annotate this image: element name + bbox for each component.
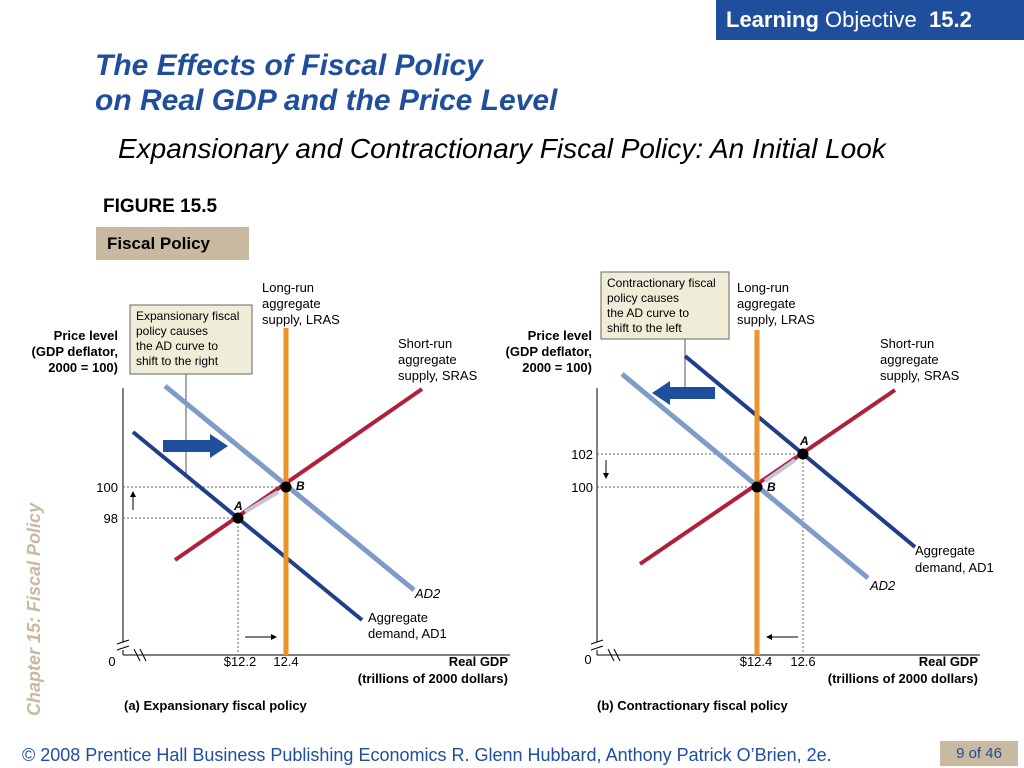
panel-b-ad1-label-1: Aggregate [915, 543, 975, 558]
panel-b-ytick-102: 102 [571, 447, 593, 462]
panel-b-xlabel-1: Real GDP [919, 654, 979, 669]
panel-b-callout-2: policy causes [607, 291, 679, 305]
panel-a-point-a-label: A [233, 499, 243, 513]
panel-a-callout-4: shift to the right [136, 354, 219, 368]
panel-b-callout-1: Contractionary fiscal [607, 276, 716, 290]
panel-b-ytick-100: 100 [571, 480, 593, 495]
panel-a-equilibrium-arrow [243, 490, 280, 514]
footer-copyright: © 2008 Prentice Hall Business Publishing… [22, 745, 832, 765]
panel-b-xlabel-2: (trillions of 2000 dollars) [828, 671, 978, 686]
panel-b-sras-label-3: supply, SRAS [880, 368, 960, 383]
title-line-2: on Real GDP and the Price Level [95, 84, 558, 117]
panel-b-origin: 0 [584, 652, 591, 667]
panel-a-xlabel-2: (trillions of 2000 dollars) [358, 671, 508, 686]
badge-number: 15.2 [928, 7, 972, 32]
figure-label: FIGURE 15.5 [103, 196, 218, 217]
panel-b-sras-label-2: aggregate [880, 352, 939, 367]
panel-b-point-b-label: B [767, 480, 776, 494]
title-line-1: The Effects of Fiscal Policy [95, 49, 483, 82]
panel-a-xlabel-1: Real GDP [449, 654, 509, 669]
panel-b-sras-label-1: Short-run [880, 336, 934, 351]
panel-a-lras-label-1: Long-run [262, 280, 314, 295]
panel-b-ad2-curve [620, 372, 870, 580]
panel-a-lras-label-3: supply, LRAS [262, 312, 340, 327]
badge-word-learning: Learning [726, 7, 819, 32]
panel-a-callout-3: the AD curve to [136, 339, 218, 353]
panel-a-sras-label-3: supply, SRAS [398, 368, 478, 383]
panel-a-callout-2: policy causes [136, 324, 208, 338]
panel-b-point-b [751, 481, 763, 493]
panel-b-ad2-label: AD2 [869, 578, 896, 593]
panel-b-xtick-124: $12.4 [740, 654, 773, 669]
panel-b-point-a [797, 448, 809, 460]
panel-b-shift-left-arrow [652, 381, 715, 405]
panel-a-ylabel-2: (GDP deflator, [32, 344, 118, 359]
panel-a-ad1-label-2: demand, AD1 [368, 626, 447, 641]
badge-word-objective: Objective [825, 7, 917, 32]
slide-subtitle: Expansionary and Contractionary Fiscal P… [118, 133, 886, 164]
panel-a-ytick-98: 98 [104, 511, 118, 526]
learning-objective-badge: Learning Objective 15.2 [716, 0, 1024, 40]
panel-b-lras-label-1: Long-run [737, 280, 789, 295]
panel-a-origin: 0 [108, 654, 115, 669]
panel-a-callout-box [129, 304, 253, 375]
panel-b-xtick-126: 12.6 [790, 654, 815, 669]
panel-a-shift-right-arrow [163, 434, 228, 458]
panel-a-point-a [232, 512, 244, 524]
panel-b-ad1-label-2: demand, AD1 [915, 560, 994, 575]
panel-b-ylabel-1: Price level [528, 328, 592, 343]
panel-a-sras-label-2: aggregate [398, 352, 457, 367]
panel-a: Price level (GDP deflator, 2000 = 100) E… [32, 280, 510, 713]
panel-a-ytick-100: 100 [96, 480, 118, 495]
panel-b-ylabel-3: 2000 = 100) [522, 360, 592, 375]
panel-b-callout-box [600, 271, 730, 340]
panel-a-ad1-curve [131, 430, 364, 622]
panel-a-ad1-label-1: Aggregate [368, 610, 428, 625]
panel-a-sras-label-1: Short-run [398, 336, 452, 351]
panel-a-ad2-label: AD2 [414, 586, 441, 601]
panel-a-xtick-124: 12.4 [273, 654, 298, 669]
panel-a-lras-label-2: aggregate [262, 296, 321, 311]
panel-b-caption: (b) Contractionary fiscal policy [597, 698, 788, 713]
panel-a-ylabel-1: Price level [54, 328, 118, 343]
panel-a-xtick-122: $12.2 [224, 654, 257, 669]
panel-b: Price level (GDP deflator, 2000 = 100) C… [506, 271, 994, 713]
panel-a-point-b [280, 481, 292, 493]
slide-title: The Effects of Fiscal Policy on Real GDP… [95, 48, 557, 118]
panel-b-lras-label-2: aggregate [737, 296, 796, 311]
panel-a-caption: (a) Expansionary fiscal policy [124, 698, 308, 713]
panel-b-equilibrium-arrow [763, 458, 797, 483]
panel-b-callout-3: the AD curve to [607, 306, 689, 320]
panel-a-point-b-label: B [296, 479, 305, 493]
panel-b-lras-label-3: supply, LRAS [737, 312, 815, 327]
panel-b-callout-4: shift to the left [607, 321, 682, 335]
page-number: 9 of 46 [940, 741, 1018, 766]
panel-b-point-a-label: A [799, 434, 809, 448]
panel-a-sras-curve [173, 387, 424, 562]
figure-tab: Fiscal Policy [96, 227, 249, 260]
panel-a-ylabel-3: 2000 = 100) [48, 360, 118, 375]
panel-a-callout-1: Expansionary fiscal [136, 309, 239, 323]
panel-b-ylabel-2: (GDP deflator, [506, 344, 592, 359]
